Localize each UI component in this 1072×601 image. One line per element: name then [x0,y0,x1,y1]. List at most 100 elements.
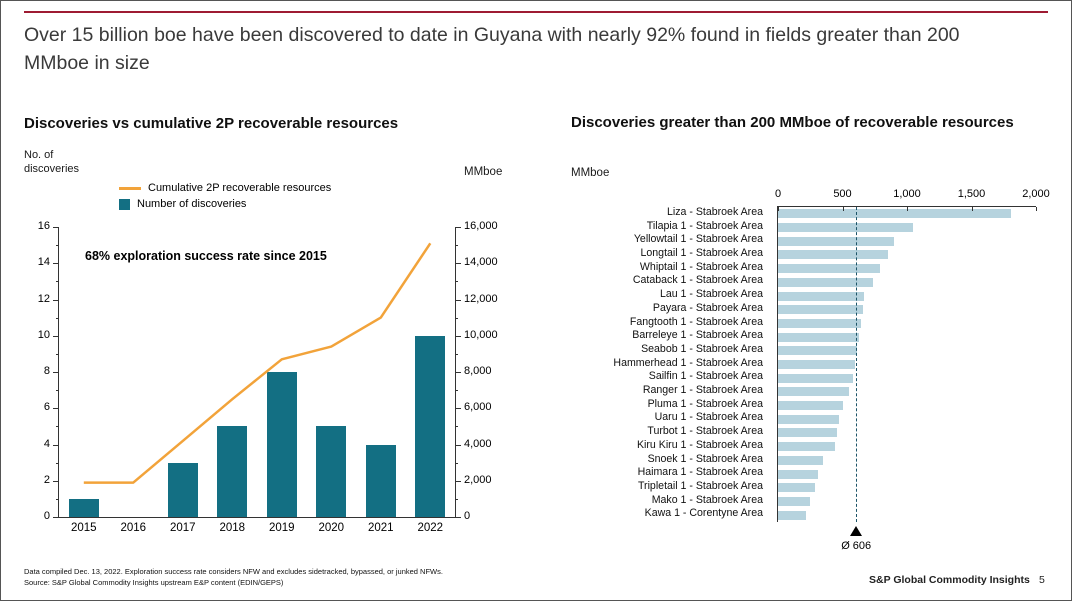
footnote-line-1: Data compiled Dec. 13, 2022. Exploration… [24,567,443,576]
left-axis-tick [56,245,59,247]
right-axis-tick [455,299,461,301]
left-axis-tick-label: 16 [37,220,50,232]
discovery-bar [778,483,815,493]
x-axis-label: 2021 [367,522,394,534]
footnote: Data compiled Dec. 13, 2022. Exploration… [24,567,443,588]
left-axis-tick [56,390,59,392]
right-axis-tick [455,335,461,337]
discovery-bar [778,332,860,342]
top-axis-tick-label: 500 [833,188,852,200]
discoveries-bar [266,372,297,517]
discovery-label: Kiru Kiru 1 - Stabroek Area [636,438,763,451]
left-axis-tick-label: 2 [43,473,50,486]
right-axis-tick-label: 14,000 [464,256,498,269]
legend-label: Cumulative 2P recoverable resources [148,182,332,194]
left-axis-tick-label: 0 [43,510,50,522]
top-axis-tick [842,207,844,211]
left-axis-tick [53,263,59,265]
discovery-label: Haimara 1 - Stabroek Area [637,466,763,479]
left-axis-tick-label: 6 [43,401,50,414]
left-axis-tick-label: 14 [37,256,50,269]
discovery-label: Pluma 1 - Stabroek Area [647,397,763,410]
right-axis-tick [455,263,461,265]
discovery-label: Cataback 1 - Stabroek Area [632,274,763,287]
average-line [856,207,858,522]
discovery-label: Uaru 1 - Stabroek Area [654,411,763,424]
left-axis-tick [53,335,59,337]
slide-title: Over 15 billion boe have been discovered… [24,24,960,74]
top-axis-tick [778,207,779,211]
right-axis-tick-label: 10,000 [464,328,498,341]
discoveries-bar [365,444,396,517]
discovery-bar [778,209,1012,219]
discovery-label: Hammerhead 1 - Stabroek Area [613,356,763,369]
right-axis-tick-label: 2,000 [464,473,492,486]
discovery-label: Ranger 1 - Stabroek Area [642,384,763,397]
discovery-bar [778,346,858,356]
discovery-bar [778,264,880,274]
hbar-plot-area: 0 500 1,000 1,500 2,000 Ø 606 [775,188,1050,552]
discovery-label: Barreleye 1 - Stabroek Area [632,329,763,342]
discovery-label: Longtail 1 - Stabroek Area [640,247,764,260]
left-axis-tick [56,281,59,283]
right-axis-tick-label: 16,000 [464,220,498,232]
footnote-line-2: Source: S&P Global Commodity Insights up… [24,577,284,587]
right-axis-tick-label: 0 [464,510,471,522]
left-axis-tick [53,299,59,301]
left-axis-tick [53,444,59,446]
discovery-bar [778,236,895,246]
right-axis-tick [455,480,461,482]
right-axis-tick [455,245,458,247]
discoveries-bar [217,426,248,517]
left-axis-tick-label: 8 [43,365,50,377]
left-axis-tick [56,498,59,500]
right-axis-tick [455,426,458,428]
top-axis-tick-label: 0 [774,188,782,200]
right-axis-tick [455,353,458,355]
discovery-bar [778,223,914,233]
left-axis-tick [53,480,59,482]
line-swatch-icon [119,186,141,190]
left-axis-tick [56,462,59,464]
brand: S&P Global Commodity Insights [869,574,1030,586]
discovery-label: Payara - Stabroek Area [652,301,763,314]
x-axis-label: 2015 [70,522,97,534]
right-axis-tick-label: 6,000 [464,401,492,414]
combo-chart-title: Discoveries vs cumulative 2P recoverable… [24,115,399,132]
x-axis-label: 2022 [417,522,444,534]
discovery-bar [778,401,844,411]
right-axis-tick [455,517,461,518]
discovery-label: Yellowtail 1 - Stabroek Area [633,233,763,246]
discovery-bar [778,250,888,260]
legend-item-discoveries: Number of discoveries [119,198,331,210]
discovery-bar [778,360,856,369]
discovery-bar [778,373,854,383]
right-axis-tick [455,372,461,373]
combo-plot-area: 68% exploration success rate since 2015 … [38,220,498,534]
left-axis-tick [53,408,59,410]
right-axis-tick [455,408,461,410]
right-axis-tick [455,317,458,319]
top-axis-tick-label: 1,000 [893,188,921,200]
average-marker-icon [850,526,863,536]
right-axis-tick [455,227,461,228]
left-axis-caption: No. of discoveries [24,149,80,176]
discoveries-bar [415,335,446,517]
left-axis-tick-label: 10 [37,328,50,341]
top-axis-tick-label: 2,000 [1022,188,1050,200]
hbar-chart-title: Discoveries greater than 200 MMboe of re… [571,114,1014,131]
accent-rule [24,11,1048,13]
right-axis-tick-label: 4,000 [464,437,492,450]
right-axis-tick [455,444,461,446]
right-axis-tick [455,498,458,500]
hbar-axis-caption: MMboe [571,167,610,179]
discovery-label: Turbot 1 - Stabroek Area [647,425,763,438]
discovery-bar [778,414,839,424]
discovery-bar [778,428,837,438]
combo-legend: Cumulative 2P recoverable resources Numb… [119,182,331,210]
discovery-label: Sailfin 1 - Stabroek Area [648,370,763,383]
discovery-label: Liza - Stabroek Area [667,206,763,218]
discovery-label: Tilapia 1 - Stabroek Area [646,219,763,232]
discovery-label: Seabob 1 - Stabroek Area [641,342,763,355]
